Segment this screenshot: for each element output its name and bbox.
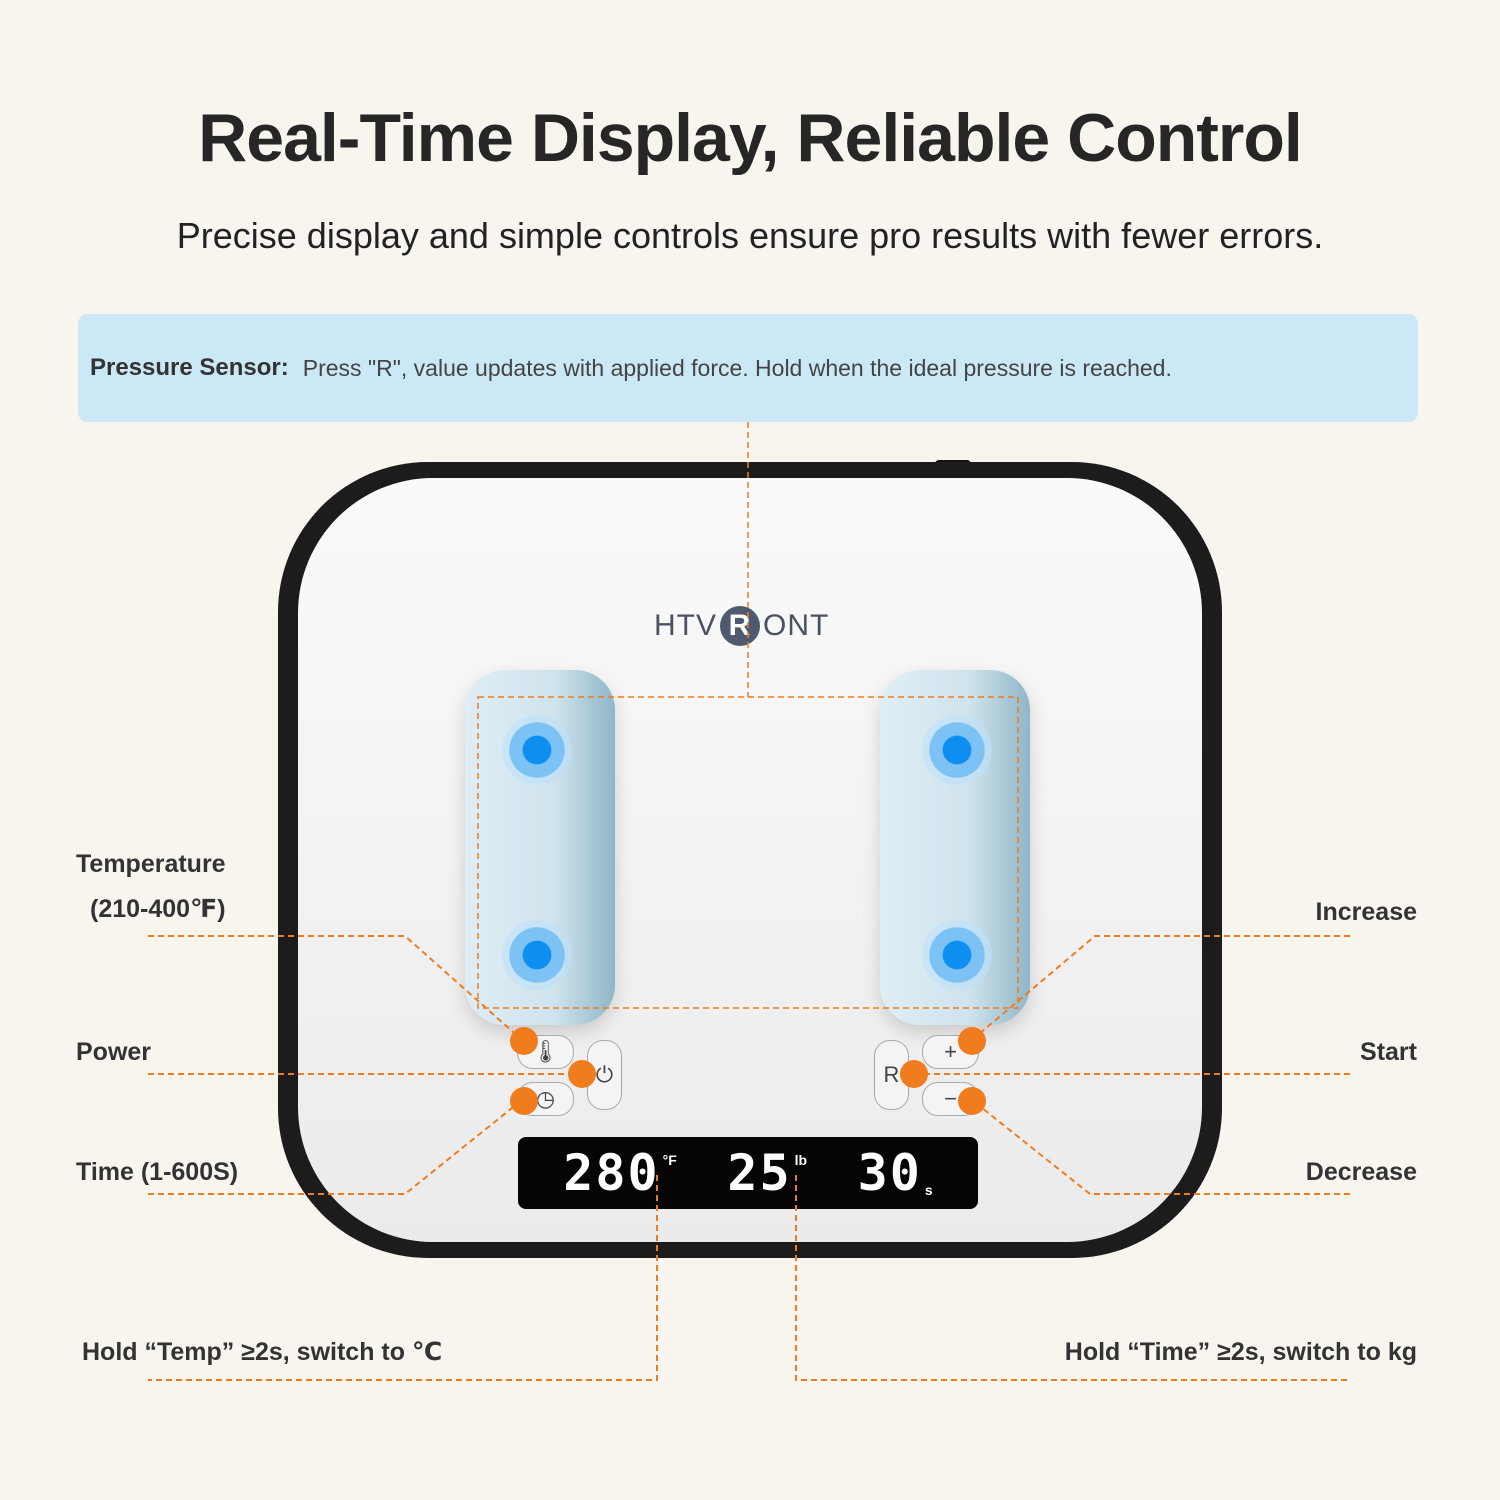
callout-dot [568,1060,596,1088]
label-start: Start [1360,1038,1417,1066]
banner-text: Press "R", value updates with applied fo… [302,354,1172,381]
device-surface [298,478,1202,1242]
sensor-dot [922,715,992,785]
r-icon: R [883,1062,900,1087]
label-hold-time: Hold “Time” ≥2s, switch to kg [1064,1338,1417,1366]
logo-mark: R [720,606,760,646]
time-unit: s [924,1182,933,1198]
page-subtitle: Precise display and simple controls ensu… [176,215,1324,256]
callout-dot [510,1027,538,1055]
label-time: Time (1-600S) [76,1158,239,1186]
pressure-unit: lb [794,1152,808,1168]
callout-dot [958,1087,986,1115]
time-reading: 30 s [858,1143,933,1203]
banner-label: Pressure Sensor: [90,354,289,381]
label-decrease: Decrease [1305,1158,1417,1186]
minus-icon: − [944,1086,957,1111]
logo-text-right: ONT [763,609,830,642]
clock-icon: ◷ [535,1086,556,1111]
logo-text-left: HTV [654,609,717,642]
pressure-sensor-banner: Pressure Sensor: Press "R", value update… [78,314,1418,422]
lcd-display: 280 °F 25 lb 30 s [518,1137,978,1209]
sensor-dot [502,715,572,785]
temperature-unit: °F [662,1152,677,1168]
pressure-reading: 25 lb [727,1143,807,1203]
label-hold-temp: Hold “Temp” ≥2s, switch to ℃ [82,1338,443,1366]
sensor-dot [922,920,992,990]
brand-logo: HTV R ONT [654,606,829,646]
plus-icon: + [944,1039,957,1064]
power-icon: ⏻ [595,1062,614,1087]
time-readout: 30 [857,1144,922,1202]
label-power: Power [76,1038,152,1066]
callout-dot [900,1060,928,1088]
callout-dot [958,1027,986,1055]
label-increase: Increase [1315,898,1417,926]
temperature-readout: 280 [563,1144,660,1202]
label-temperature: Temperature [76,850,226,878]
callout-dot [510,1087,538,1115]
page-title: Real-Time Display, Reliable Control [198,100,1303,176]
temperature-reading: 280 °F [563,1143,676,1203]
pressure-readout: 25 [727,1144,792,1202]
label-temperature-range: (210-400℉) [90,895,226,923]
sensor-dot [502,920,572,990]
